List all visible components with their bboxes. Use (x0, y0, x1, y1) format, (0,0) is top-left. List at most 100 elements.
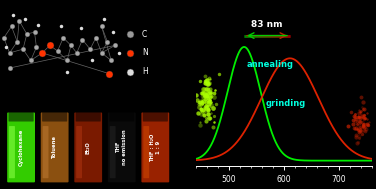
FancyBboxPatch shape (109, 112, 134, 122)
Point (200, 100, 206, 103)
Text: THF
no emission: THF no emission (116, 130, 127, 165)
Point (200, 101, 206, 104)
Point (204, 95, 210, 98)
FancyBboxPatch shape (76, 126, 82, 178)
Point (354, 127, 360, 130)
Point (348, 110, 354, 113)
Point (206, 105, 212, 108)
Point (203, 104, 209, 107)
Point (202, 82, 208, 85)
Point (358, 125, 364, 128)
Point (359, 132, 365, 136)
Point (201, 113, 207, 116)
Point (361, 129, 367, 132)
Point (204, 105, 210, 108)
Point (208, 95, 214, 98)
Point (203, 80, 209, 83)
Point (356, 119, 362, 122)
Point (357, 129, 363, 132)
Point (200, 93, 206, 96)
Point (211, 95, 217, 98)
Point (350, 119, 356, 122)
Point (207, 87, 213, 90)
Point (356, 131, 362, 134)
Point (352, 128, 358, 131)
FancyBboxPatch shape (7, 112, 35, 182)
Point (357, 109, 363, 112)
Point (203, 92, 209, 95)
Point (361, 113, 367, 116)
Point (197, 100, 203, 103)
Point (203, 105, 209, 108)
Text: Toluene: Toluene (52, 136, 57, 159)
FancyBboxPatch shape (110, 126, 115, 178)
Text: Cyclohexane: Cyclohexane (18, 129, 24, 166)
FancyBboxPatch shape (42, 126, 49, 178)
Point (356, 115, 362, 118)
Point (205, 94, 211, 97)
Point (360, 124, 366, 127)
Point (361, 121, 367, 124)
Point (359, 120, 365, 123)
Point (202, 98, 208, 101)
Point (359, 101, 365, 104)
Point (352, 115, 358, 118)
Point (202, 91, 208, 94)
Point (205, 108, 211, 111)
Point (356, 123, 362, 126)
Point (359, 129, 365, 132)
FancyBboxPatch shape (41, 112, 68, 182)
Point (360, 108, 366, 111)
Point (206, 99, 212, 102)
Point (210, 126, 216, 129)
Point (205, 87, 211, 90)
Point (359, 105, 365, 108)
Point (203, 94, 209, 97)
Point (203, 93, 209, 96)
Point (203, 117, 209, 120)
Point (204, 82, 210, 85)
Point (199, 102, 205, 105)
Point (206, 102, 212, 105)
Point (354, 122, 360, 125)
Point (199, 99, 205, 102)
Point (357, 115, 363, 118)
Point (208, 103, 214, 106)
Point (362, 116, 368, 119)
Text: grinding: grinding (265, 99, 306, 108)
Point (203, 106, 209, 109)
Point (361, 126, 367, 129)
Point (354, 120, 360, 123)
FancyBboxPatch shape (9, 126, 15, 178)
Point (193, 93, 199, 96)
Point (195, 111, 201, 114)
Point (205, 96, 211, 99)
Point (361, 116, 367, 119)
Point (206, 104, 212, 107)
Point (202, 75, 208, 78)
Point (199, 99, 205, 102)
Point (365, 123, 371, 126)
FancyBboxPatch shape (74, 112, 102, 182)
Point (362, 117, 368, 120)
Point (364, 122, 370, 125)
Point (207, 90, 213, 93)
Point (205, 83, 211, 86)
Point (352, 120, 358, 123)
Point (356, 115, 362, 118)
Point (196, 102, 202, 105)
Point (203, 81, 209, 84)
Point (363, 128, 369, 131)
Text: 83 nm: 83 nm (251, 20, 283, 29)
Point (201, 113, 207, 116)
Point (355, 114, 361, 117)
Point (358, 96, 364, 99)
Point (356, 134, 362, 137)
Point (205, 82, 211, 85)
Point (206, 91, 212, 94)
Point (211, 114, 217, 117)
Point (202, 80, 208, 83)
Point (206, 96, 212, 99)
Point (205, 92, 211, 95)
Point (204, 94, 210, 97)
